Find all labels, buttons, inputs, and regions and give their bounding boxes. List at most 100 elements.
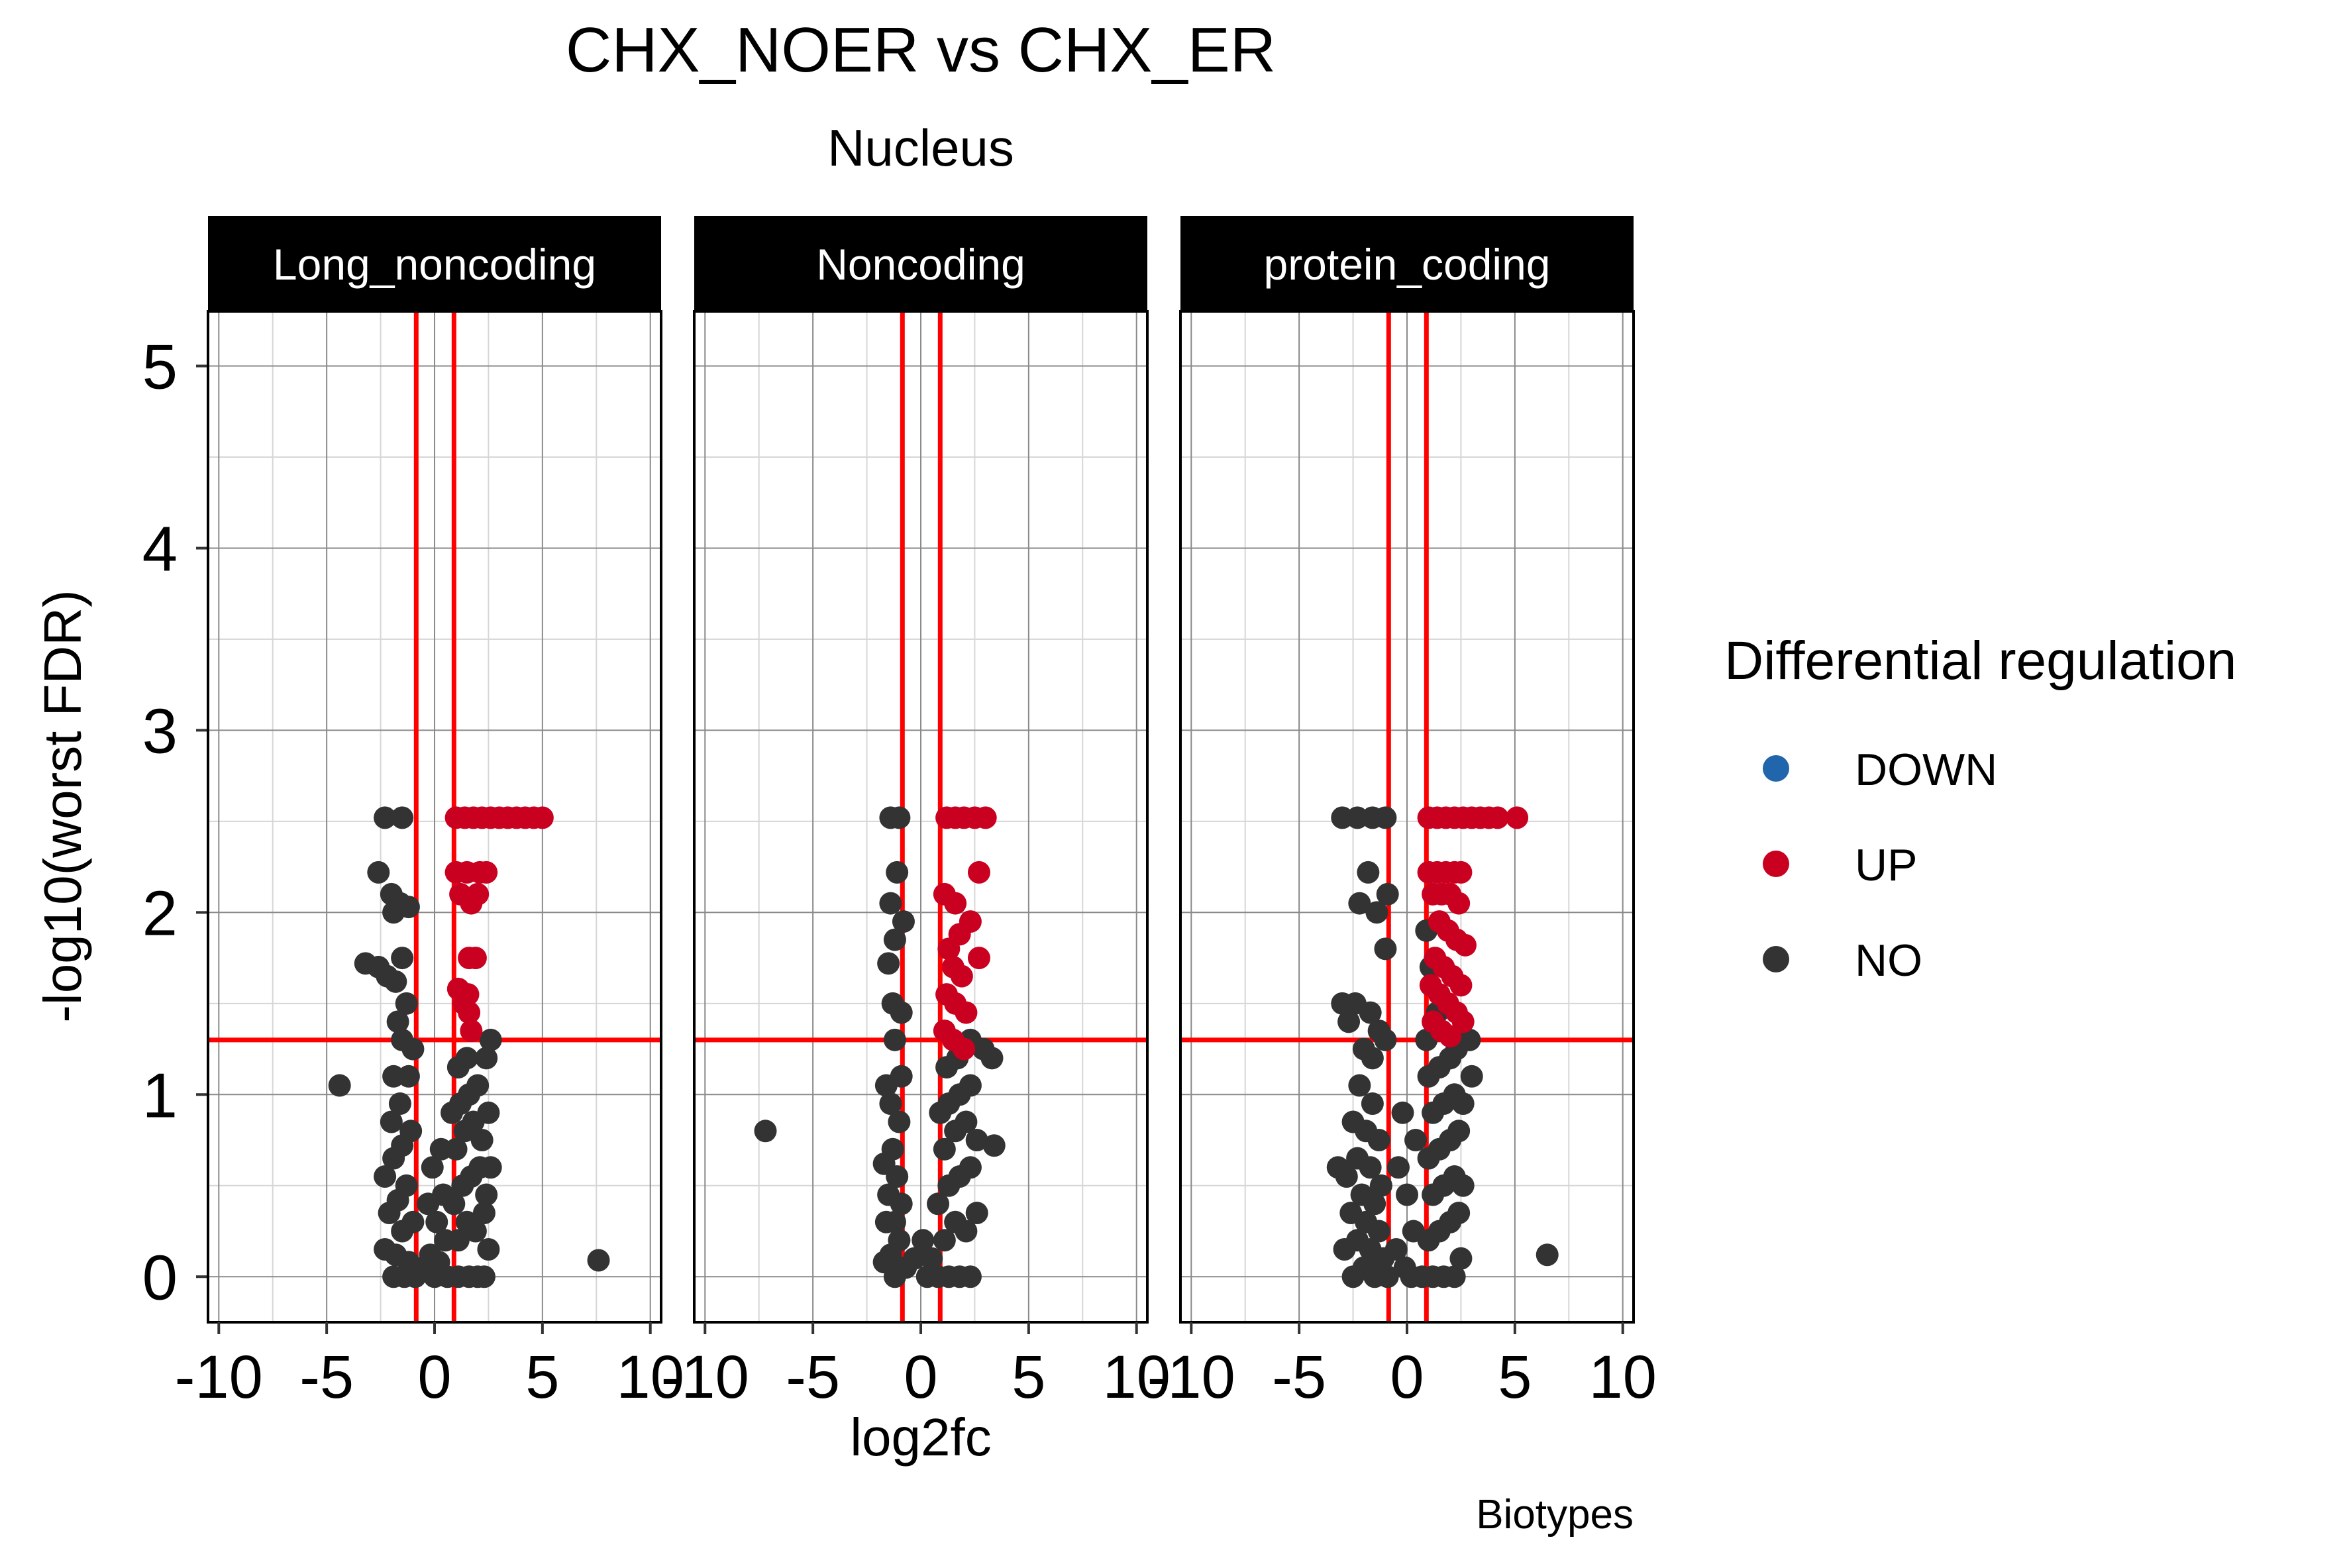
x-tick-label: -10 xyxy=(661,1343,749,1411)
no-point xyxy=(982,1134,1006,1157)
up-point xyxy=(967,947,990,970)
y-tick-label: 5 xyxy=(142,331,178,402)
up-point xyxy=(950,965,973,988)
facet-strip-label: protein_coding xyxy=(1264,240,1551,289)
y-axis-label: -log10(worst FDR) xyxy=(33,590,92,1022)
no-point xyxy=(479,1028,502,1051)
no-point xyxy=(1374,937,1397,961)
up-point xyxy=(1451,1010,1475,1033)
no-point xyxy=(1449,1247,1473,1270)
x-tick-label: 5 xyxy=(1498,1343,1532,1411)
x-axis-label: log2fc xyxy=(850,1408,991,1467)
legend-key-up xyxy=(1763,851,1789,877)
caption: Biotypes xyxy=(1476,1492,1634,1538)
y-tick-label: 3 xyxy=(142,696,178,766)
no-point xyxy=(1376,1265,1399,1288)
up-point xyxy=(937,937,961,961)
data-points xyxy=(328,806,610,1288)
up-point xyxy=(1449,861,1473,884)
no-point xyxy=(959,1156,982,1179)
panel-grid xyxy=(694,311,1147,1322)
no-point xyxy=(374,1165,397,1188)
up-point xyxy=(967,861,990,884)
facet-panel: Long_noncoding -10 -5 0 5 10 xyxy=(175,216,684,1411)
no-point xyxy=(470,1129,494,1152)
no-point xyxy=(933,1229,956,1252)
no-point xyxy=(1536,1243,1559,1267)
no-point xyxy=(384,970,407,993)
up-point xyxy=(458,1001,481,1024)
no-point xyxy=(1367,1220,1390,1243)
facet-strip-label: Long_noncoding xyxy=(273,240,596,289)
no-point xyxy=(1374,806,1397,829)
no-point xyxy=(965,1202,988,1225)
legend-label-no: NO xyxy=(1855,935,1922,986)
facet-strip xyxy=(1180,216,1634,311)
no-point xyxy=(464,1220,487,1243)
up-point xyxy=(1447,892,1471,915)
no-point xyxy=(754,1120,777,1143)
up-point xyxy=(466,882,490,906)
no-point xyxy=(890,1065,913,1088)
up-point xyxy=(953,1037,976,1061)
no-point xyxy=(446,1229,470,1252)
x-tick-label: -10 xyxy=(175,1343,263,1411)
no-point xyxy=(959,1074,982,1097)
data-points xyxy=(754,806,1006,1288)
chart-subtitle: Nucleus xyxy=(827,119,1014,177)
no-point xyxy=(874,1210,898,1233)
up-point xyxy=(456,983,480,1006)
no-point xyxy=(587,1249,610,1272)
x-tick-label: 10 xyxy=(1589,1343,1657,1411)
no-point xyxy=(391,806,414,829)
no-point xyxy=(477,1238,500,1261)
no-point xyxy=(1443,1265,1466,1288)
no-point xyxy=(1359,1001,1382,1024)
no-point xyxy=(886,861,909,884)
no-point xyxy=(920,1247,943,1270)
x-tick-label: 5 xyxy=(525,1343,559,1411)
no-point xyxy=(929,1101,952,1124)
no-point xyxy=(886,1165,909,1188)
no-point xyxy=(955,1220,978,1243)
no-point xyxy=(380,1110,403,1133)
legend-key-down xyxy=(1763,755,1789,782)
legend: Differential regulation DOWN UP NO xyxy=(1724,631,2236,986)
no-point xyxy=(395,992,418,1015)
up-point xyxy=(1449,974,1473,997)
chart-title: CHX_NOER vs CHX_ER xyxy=(566,15,1276,85)
no-point xyxy=(1367,1129,1390,1152)
no-point xyxy=(386,1010,409,1033)
no-point xyxy=(1460,1065,1483,1088)
no-point xyxy=(1376,882,1399,906)
up-point xyxy=(460,1019,483,1043)
up-point xyxy=(974,806,997,829)
no-point xyxy=(466,1074,490,1097)
no-point xyxy=(1363,1192,1386,1216)
no-point xyxy=(877,952,900,975)
x-tick-label: 0 xyxy=(1390,1343,1424,1411)
legend-label-up: UP xyxy=(1855,840,1917,890)
no-point xyxy=(1341,1265,1365,1288)
facet-panel: Noncoding -10 -5 0 5 10 xyxy=(661,216,1171,1411)
no-point xyxy=(1348,1074,1371,1097)
no-point xyxy=(1361,1047,1384,1070)
y-tick-label: 1 xyxy=(142,1060,178,1131)
up-point xyxy=(475,861,498,884)
no-point xyxy=(883,1028,906,1051)
no-point xyxy=(401,1037,425,1061)
no-point xyxy=(397,1065,420,1088)
no-point xyxy=(443,1192,466,1216)
no-point xyxy=(479,1156,502,1179)
x-tick-label: 0 xyxy=(904,1343,937,1411)
no-point xyxy=(892,910,915,933)
legend-label-down: DOWN xyxy=(1855,745,1997,795)
no-point xyxy=(955,1110,978,1133)
x-tick-label: 5 xyxy=(1012,1343,1045,1411)
up-point xyxy=(1439,1025,1462,1048)
no-point xyxy=(477,1101,500,1124)
up-point xyxy=(531,806,554,829)
no-point xyxy=(1337,1010,1361,1033)
no-point xyxy=(890,1001,913,1024)
no-point xyxy=(1451,1174,1475,1197)
